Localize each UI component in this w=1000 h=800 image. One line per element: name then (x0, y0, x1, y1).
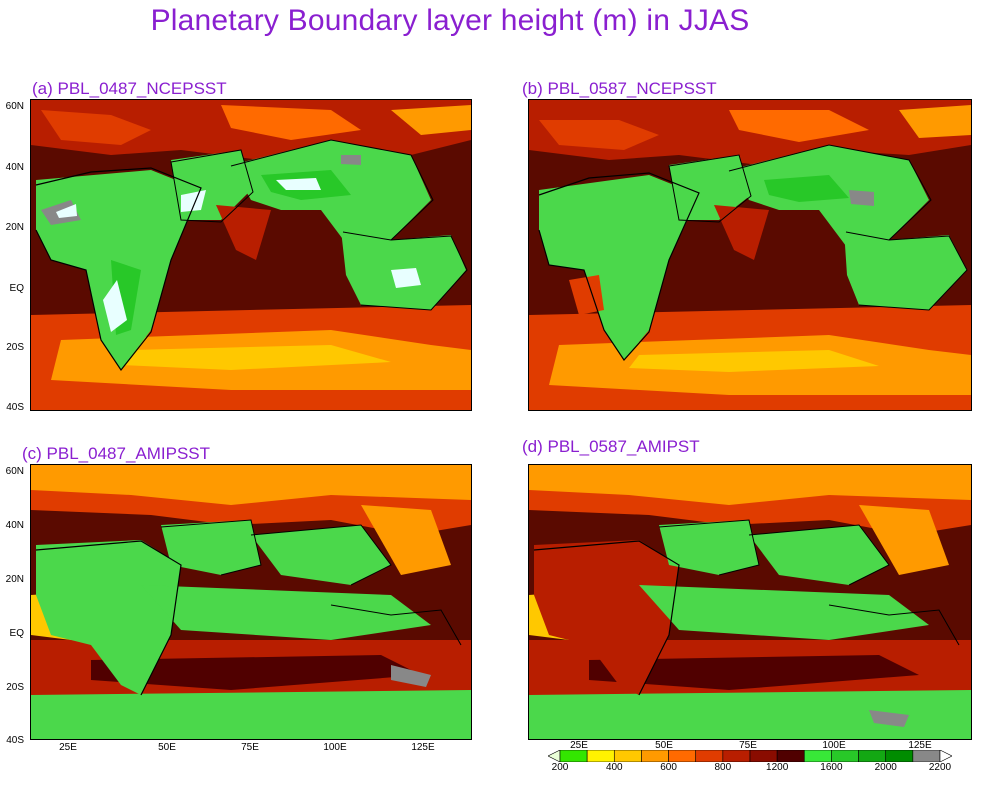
panel-d-map-svg (529, 465, 971, 739)
colorbar-swatch (641, 750, 669, 762)
colorbar-swatch (613, 750, 642, 762)
panel-d-label: (d) PBL_0587_AMIPST (522, 437, 700, 456)
lat-tick-c-60n: 60N (5, 466, 24, 477)
colorbar-label: 200 (551, 762, 569, 773)
panel-a-map (30, 99, 472, 411)
panel-b-label: (b) PBL_0587_NCEPSST (522, 79, 717, 98)
lon-tick-d-25e: 25E (570, 740, 588, 751)
colorbar-label: 400 (605, 762, 623, 773)
lat-tick-a-20s: 20S (6, 342, 24, 353)
colorbar-swatch (722, 750, 751, 762)
colorbar-swatch (776, 750, 805, 762)
page-title: Planetary Boundary layer height (m) in J… (150, 4, 750, 37)
panel-a-label: (a) PBL_0487_NCEPSST (32, 79, 227, 98)
colorbar-swatch (803, 750, 832, 762)
colorbar-label: 1600 (820, 762, 843, 773)
lat-tick-c-20s: 20S (6, 682, 24, 693)
panel-c-label: (c) PBL_0487_AMIPSST (22, 444, 211, 463)
lat-tick-a-60n: 60N (5, 101, 24, 112)
lon-tick-c-50e: 50E (158, 742, 176, 753)
colorbar-left-arrow (548, 750, 561, 762)
panel-a-map-svg (31, 100, 471, 410)
colorbar-swatch (586, 750, 615, 762)
lat-tick-a-eq: EQ (9, 283, 24, 294)
panel-d-map (528, 464, 972, 740)
lat-tick-a-40n: 40N (5, 162, 24, 173)
panel-b-map-svg (529, 100, 971, 410)
panel-b-map (528, 99, 972, 411)
lat-tick-c-40s: 40S (6, 735, 24, 746)
colorbar-swatch (885, 750, 914, 762)
lat-tick-a-20n: 20N (5, 222, 24, 233)
colorbar-swatch (668, 750, 697, 762)
lon-tick-c-125e: 125E (411, 742, 435, 753)
colorbar-swatch (695, 750, 724, 762)
colorbar-swatch (749, 750, 778, 762)
colorbar-label: 600 (660, 762, 677, 773)
colorbar-swatch (912, 750, 941, 762)
lon-tick-d-100e: 100E (822, 740, 846, 751)
colorbar-swatch (559, 750, 588, 762)
lon-tick-c-100e: 100E (323, 742, 347, 753)
lon-tick-d-75e: 75E (739, 740, 757, 751)
colorbar-label: 800 (714, 762, 732, 773)
lon-tick-d-125e: 125E (908, 740, 932, 751)
colorbar-swatch (831, 750, 859, 762)
colorbar-right-arrow (939, 750, 952, 762)
colorbar-label: 2200 (928, 762, 952, 773)
colorbar-label: 1200 (766, 762, 789, 773)
colorbar: 200 400 600 800 1200 1600 2000 2200 (548, 750, 952, 776)
lon-tick-c-75e: 75E (241, 742, 259, 753)
lat-tick-c-40n: 40N (5, 520, 24, 531)
lon-tick-d-50e: 50E (655, 740, 673, 751)
panel-c-map (30, 464, 472, 740)
lat-tick-a-40s: 40S (6, 402, 24, 413)
colorbar-svg (548, 750, 952, 762)
lat-tick-c-20n: 20N (5, 574, 24, 585)
lon-tick-c-25e: 25E (59, 742, 77, 753)
colorbar-swatch (858, 750, 887, 762)
colorbar-label: 2000 (874, 762, 897, 773)
panel-c-map-svg (31, 465, 471, 739)
lat-tick-c-eq: EQ (9, 628, 24, 639)
